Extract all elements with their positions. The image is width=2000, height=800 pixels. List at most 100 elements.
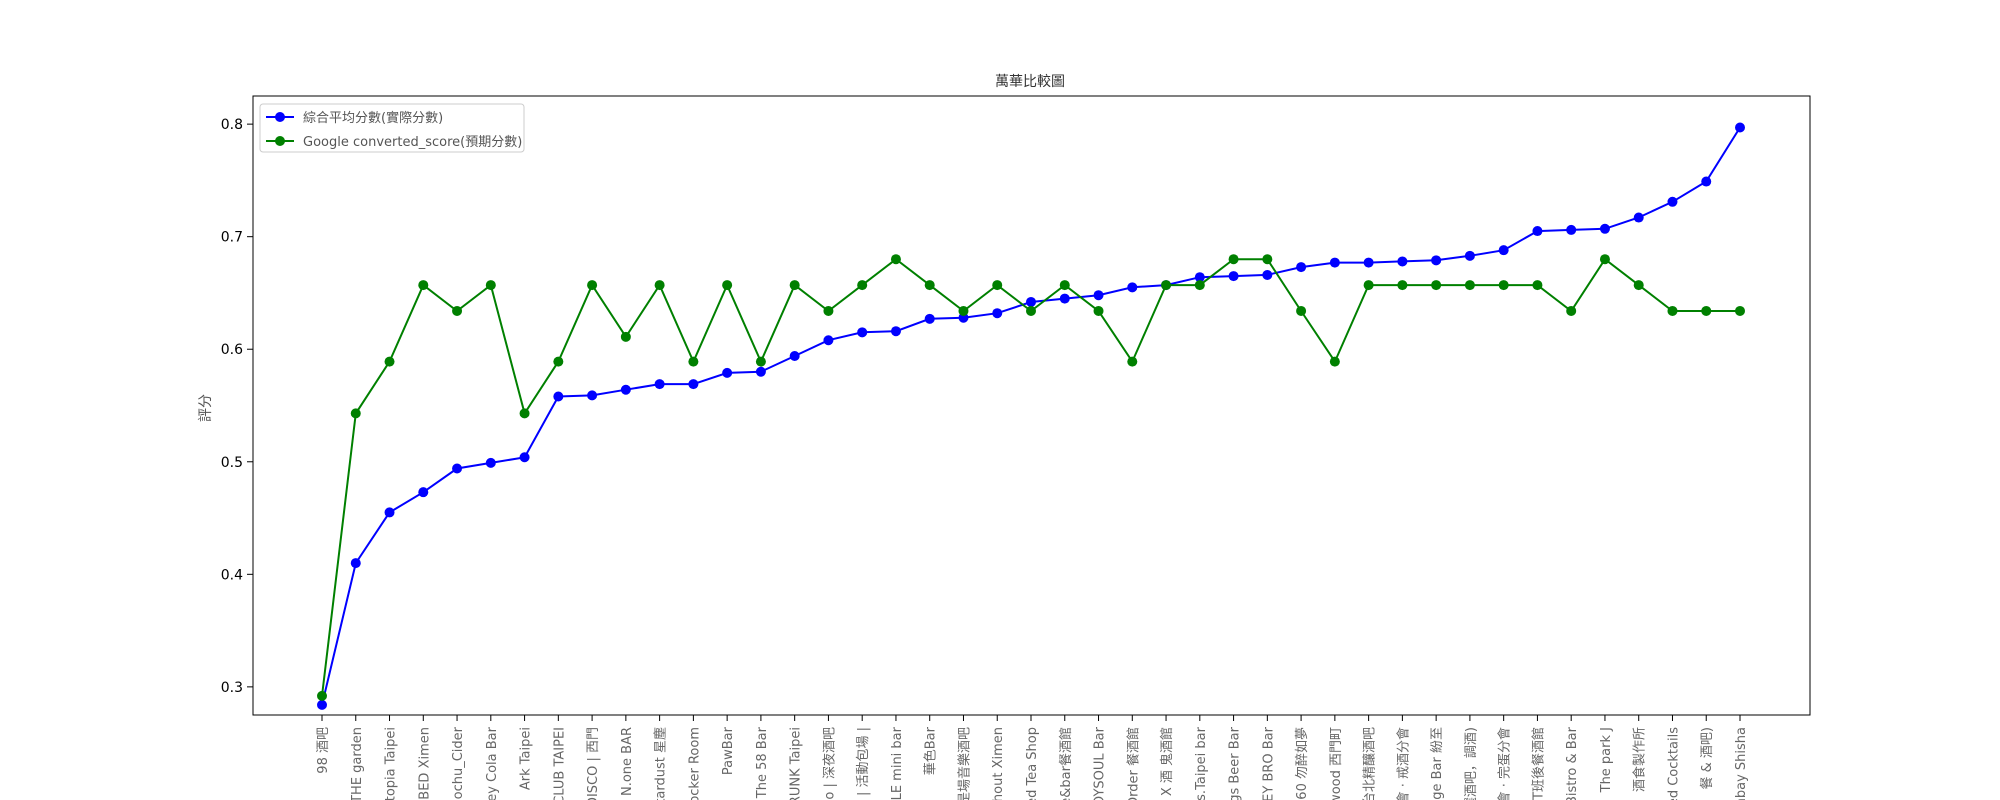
- series-2-point: [1059, 280, 1070, 291]
- series-2-point: [823, 305, 834, 316]
- series-layer: [317, 122, 1745, 710]
- x-tick-label: N.one BAR: [620, 727, 635, 796]
- series-1-point: [823, 335, 834, 346]
- series-2-point: [1464, 280, 1475, 291]
- x-tick-label: 台北精釀酒吧: [1363, 727, 1378, 800]
- legend-swatch-marker: [275, 112, 285, 122]
- legend-label-2: Google converted_score(預期分數): [303, 135, 522, 150]
- series-1-point: [1667, 196, 1678, 207]
- series-1-point: [1532, 226, 1543, 237]
- x-tick-label: red Cocktails: [1666, 727, 1681, 800]
- series-1-point: [722, 367, 733, 378]
- x-tick-label: The 58 Bar: [755, 726, 770, 799]
- legend-swatch-marker: [275, 136, 285, 146]
- x-tick-label: Order 餐酒館: [1125, 727, 1141, 800]
- series-1-point: [1228, 271, 1239, 282]
- series-2-point: [1329, 356, 1340, 367]
- series-1-point: [1566, 224, 1577, 235]
- series-2-point: [1735, 305, 1745, 316]
- x-tick-label: Stardust 星塵: [654, 727, 669, 800]
- series-1-point: [620, 384, 631, 395]
- series-2-point: [587, 280, 598, 291]
- y-tick-label: 0.8: [221, 117, 243, 133]
- series-1-point: [755, 366, 766, 377]
- series-2-point: [890, 254, 901, 265]
- chart-title: 萬華比較圖: [995, 74, 1065, 90]
- series-1-point: [553, 391, 564, 402]
- series-1-point: [1599, 223, 1610, 234]
- y-tick-label: 0.6: [221, 342, 243, 358]
- x-tick-label: onbay Shisha: [1734, 727, 1749, 800]
- series-2-point: [1363, 280, 1374, 291]
- plot-area-frame: [252, 95, 1811, 716]
- series-1-point: [317, 699, 327, 710]
- x-tick-label: rts.Taipei bar: [1194, 726, 1209, 800]
- x-tick-label: PawBar: [721, 726, 736, 775]
- series-2-point: [1127, 356, 1138, 367]
- series-2-point: [1397, 280, 1408, 291]
- series-1-point: [1026, 296, 1036, 307]
- series-2-point: [1296, 305, 1307, 316]
- series-2-point: [1431, 280, 1442, 291]
- x-tick-label: ochu_Cider: [451, 726, 466, 799]
- x-tick-label: RUNK Taipei: [789, 727, 804, 800]
- x-tick-label: 餐 & 酒吧): [1699, 727, 1715, 789]
- y-axis: 0.3 0.4 0.5 0.6 0.7 0.8: [221, 117, 253, 696]
- series-1-point: [587, 390, 598, 401]
- series-1-point: [1701, 176, 1712, 187]
- x-tick-label: irey Cola Bar: [485, 726, 500, 800]
- x-tick-label: 酒食製作所: [1632, 727, 1648, 792]
- series-1-point: [1127, 282, 1138, 293]
- series-1-point: [1194, 272, 1205, 283]
- x-tick-label: CLUB TAIPEI: [552, 727, 567, 800]
- series-2-point: [1566, 305, 1577, 316]
- series-2-point: [1161, 280, 1172, 291]
- series-1-point: [1464, 250, 1475, 261]
- x-tick-label: ocker Room: [687, 727, 702, 800]
- x-tick-label: Utopia Taipei: [384, 727, 399, 800]
- series-2-point: [519, 408, 530, 419]
- series-2-point: [418, 280, 429, 291]
- x-tick-label: Ark Taipei: [519, 727, 534, 790]
- series-1-point: [1262, 269, 1273, 280]
- legend: 綜合平均分數(實際分數) Google converted_score(預期分數): [259, 103, 525, 153]
- series-2-point: [688, 356, 699, 367]
- series-2-point: [384, 356, 395, 367]
- x-tick-label: DISCO | 西門: [586, 727, 601, 800]
- x-tick-label: nge Bar 紛至: [1430, 727, 1445, 800]
- x-tick-label: OLE mini bar: [890, 726, 905, 800]
- x-tick-label: HEY BRO Bar: [1261, 726, 1276, 800]
- series-2-point: [317, 690, 327, 701]
- x-tick-label: P X 酒 鬼酒館: [1159, 727, 1175, 800]
- y-tick-label: 0.4: [221, 567, 243, 583]
- series-2-point: [1599, 254, 1610, 265]
- series-1-point: [1735, 122, 1745, 133]
- series-2-point: [1194, 280, 1205, 291]
- y-tick-label: 0.3: [221, 680, 243, 696]
- x-tick-label: 60 勿醉如夢: [1294, 727, 1310, 800]
- series-1-point: [485, 457, 496, 468]
- series-1-point: [688, 379, 699, 390]
- series-2-point: [958, 305, 969, 316]
- x-tick-label: o | 深夜酒吧: [822, 727, 837, 800]
- series-2-point: [857, 280, 868, 291]
- series-1-point: [1498, 245, 1509, 256]
- x-tick-label: e&bar餐酒館: [1058, 727, 1074, 800]
- series-2-point: [1262, 254, 1273, 265]
- series-2-point: [924, 280, 935, 291]
- series-1-point: [1329, 257, 1340, 268]
- x-tick-label: wood 西門町: [1329, 727, 1344, 800]
- x-tick-label: Bistro & Bar: [1565, 726, 1580, 800]
- series-2-point: [620, 331, 631, 342]
- y-tick-label: 0.7: [221, 230, 243, 246]
- series-1-point: [452, 463, 463, 474]
- series-2-point: [350, 408, 361, 419]
- x-tick-label: 98 酒吧: [316, 727, 331, 774]
- series-1-point: [1397, 256, 1408, 267]
- series-2-point: [553, 356, 564, 367]
- series-1-point: [992, 308, 1003, 319]
- series-1-point: [350, 558, 361, 569]
- x-tick-label: 是場音樂酒吧: [956, 727, 972, 800]
- x-axis: 98 酒吧 THE garden Utopia Taipei E BED Ximen o…: [316, 715, 1749, 800]
- series-2-point: [1701, 305, 1712, 316]
